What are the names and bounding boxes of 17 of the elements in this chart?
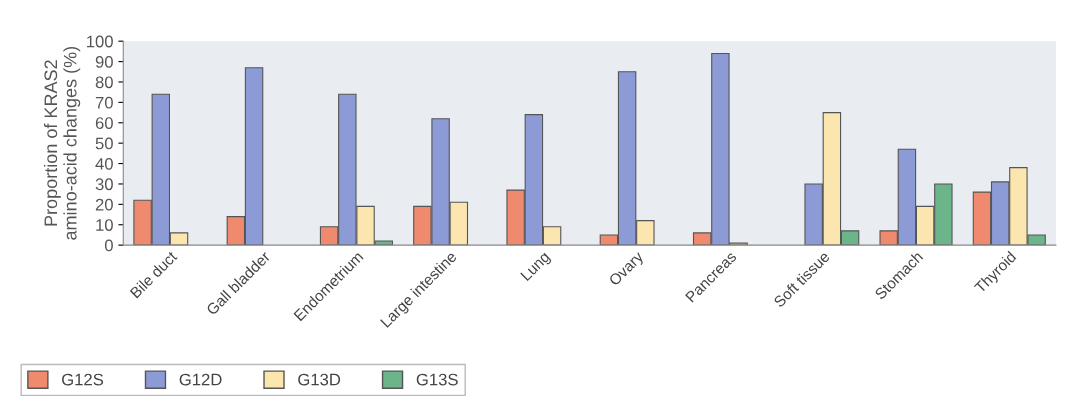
y-tick-label: 80 — [95, 76, 113, 89]
y-tick-label: 70 — [95, 96, 113, 109]
legend-label: G13D — [298, 373, 341, 386]
y-tick-label: 40 — [95, 157, 113, 170]
y-tick-label: 0 — [104, 239, 113, 252]
y-tick-label: 20 — [95, 198, 113, 211]
y-tick-label: 90 — [95, 56, 113, 68]
y-tick-label: 10 — [96, 219, 113, 231]
y-tick-label: 60 — [95, 117, 113, 129]
legend-label: G13S — [416, 373, 458, 386]
x-tick-label: Bile duct — [129, 250, 178, 299]
y-tick-label: 50 — [95, 137, 113, 150]
legend-label: G12S — [62, 373, 104, 386]
legend-label: G12D — [179, 373, 222, 386]
y-tick-label: 30 — [95, 178, 113, 191]
y-tick-label: 100 — [87, 35, 113, 48]
y-axis-title: Proportion of KRAS2 amino-acid changes (%) — [43, 46, 81, 240]
